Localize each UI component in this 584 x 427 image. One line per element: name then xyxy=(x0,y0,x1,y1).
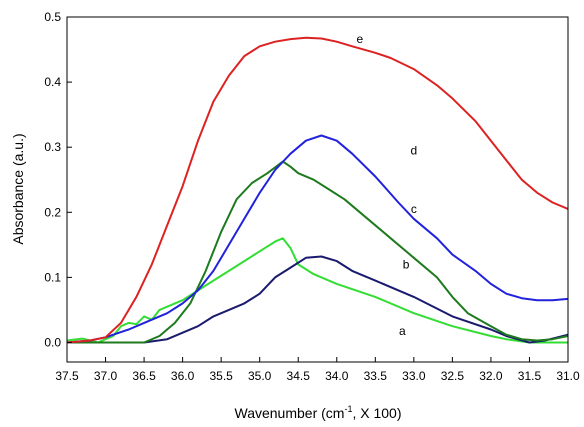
x-tick-label: 33.5 xyxy=(364,369,388,383)
y-tick-label: 0.2 xyxy=(44,205,61,219)
y-tick-label: 0.5 xyxy=(44,10,61,24)
x-tick-label: 33.0 xyxy=(402,369,426,383)
x-axis-label-main: Wavenumber (cm xyxy=(235,405,345,421)
x-tick-label: 36.5 xyxy=(132,369,156,383)
x-tick-label: 35.0 xyxy=(248,369,272,383)
series-label-e: e xyxy=(357,32,364,46)
series-label-a: a xyxy=(399,324,406,338)
x-tick-label: 37.5 xyxy=(55,369,79,383)
y-tick-label: 0.4 xyxy=(44,75,61,89)
x-tick-label: 34.0 xyxy=(325,369,349,383)
series-line-d xyxy=(67,134,568,344)
y-axis-label: Absorbance (a.u.) xyxy=(10,133,26,244)
series-label-d: d xyxy=(411,143,418,157)
x-tick-label: 32.5 xyxy=(441,369,465,383)
series-label-c: c xyxy=(411,202,417,216)
x-axis-label-rest: , X 100) xyxy=(352,405,401,421)
series-label-b: b xyxy=(403,257,410,271)
y-tick-label: 0.1 xyxy=(44,270,61,284)
x-tick-label: 36.0 xyxy=(171,369,195,383)
series-line-b xyxy=(67,255,568,344)
x-tick-label: 34.5 xyxy=(287,369,311,383)
y-tick-label: 0.3 xyxy=(44,140,61,154)
series-line-c xyxy=(67,160,568,344)
x-tick-label: 37.0 xyxy=(94,369,118,383)
x-tick-label: 35.5 xyxy=(209,369,233,383)
x-tick-label: 32.0 xyxy=(479,369,503,383)
series-line-e xyxy=(67,36,568,344)
x-axis-label: Wavenumber (cm-1, X 100) xyxy=(235,404,402,421)
x-axis-label-sup: -1 xyxy=(344,404,352,414)
x-tick-label: 31.0 xyxy=(556,369,580,383)
series-line-a xyxy=(67,237,568,344)
y-tick-label: 0.0 xyxy=(44,335,61,349)
plot-frame xyxy=(66,16,569,363)
x-tick-label: 31.5 xyxy=(518,369,542,383)
